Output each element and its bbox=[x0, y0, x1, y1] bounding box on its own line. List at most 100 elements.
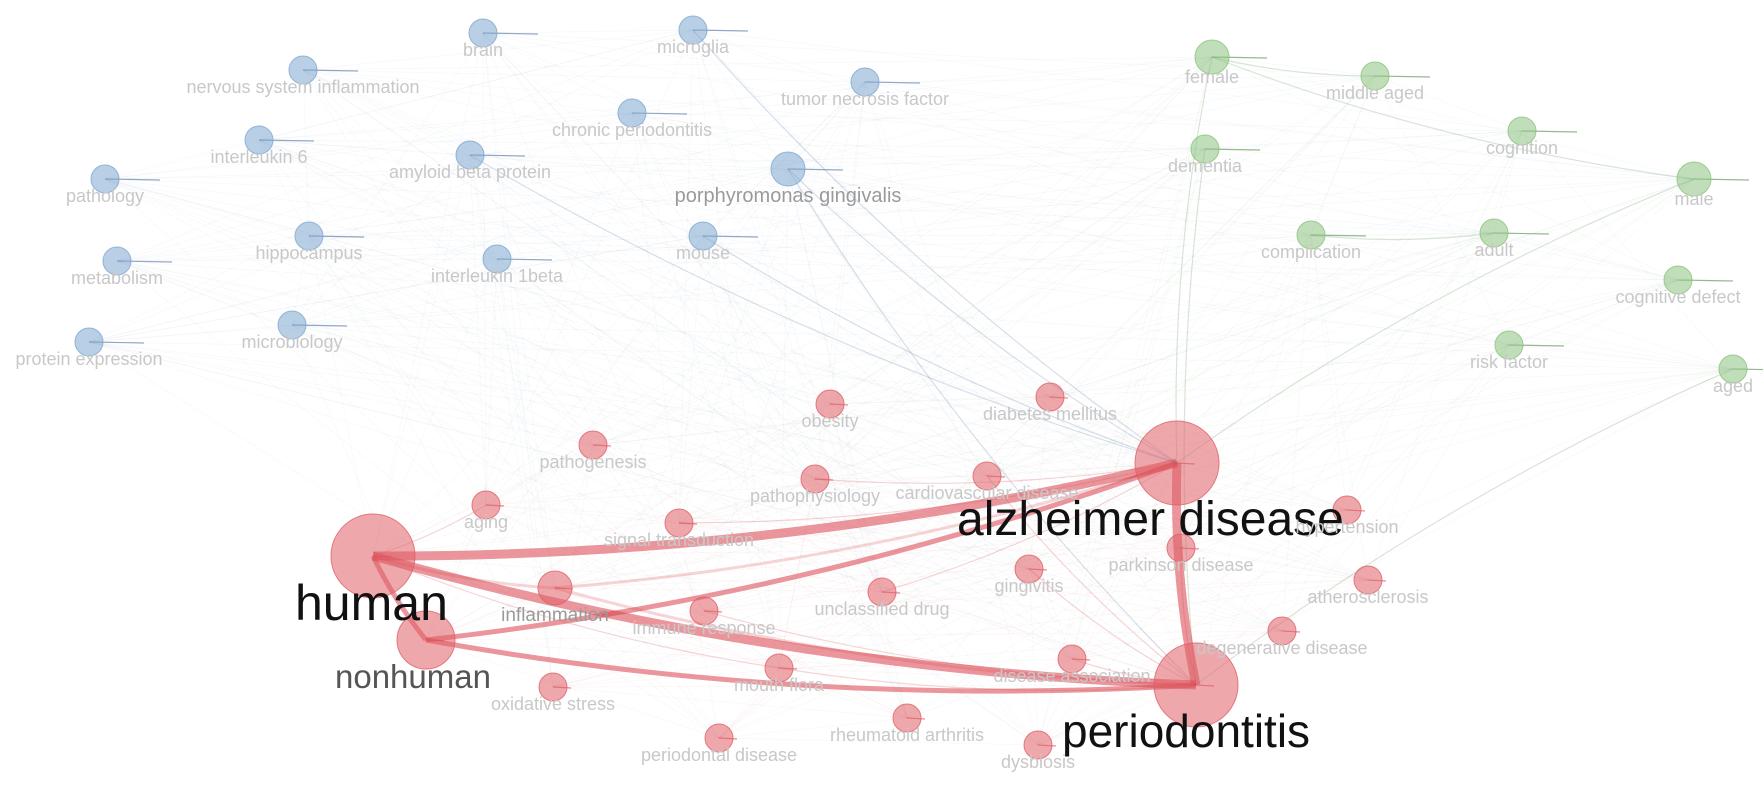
background-edge bbox=[814, 478, 883, 593]
node-mouse[interactable] bbox=[688, 221, 718, 251]
background-edge bbox=[829, 148, 1206, 405]
background-edge bbox=[1028, 547, 1182, 570]
node-cognition[interactable] bbox=[1507, 116, 1537, 146]
background-edge bbox=[291, 324, 988, 477]
node-nervous-system-inflammation[interactable] bbox=[288, 55, 318, 85]
node-complication[interactable] bbox=[1296, 220, 1326, 250]
link-female-middle-aged bbox=[1211, 56, 1376, 77]
node-middle-aged[interactable] bbox=[1360, 61, 1390, 91]
node-cardiovascular-disease[interactable] bbox=[972, 461, 1002, 491]
node-label-diabetes-mellitus: diabetes mellitus bbox=[983, 404, 1117, 424]
node-hypertension[interactable] bbox=[1332, 495, 1362, 525]
node-parkinson-disease[interactable] bbox=[1166, 533, 1196, 563]
background-edge bbox=[116, 235, 704, 262]
node-atherosclerosis[interactable] bbox=[1353, 565, 1383, 595]
link-male-alzheimer-disease bbox=[1176, 178, 1695, 464]
node-dementia[interactable] bbox=[1190, 134, 1220, 164]
background-edge bbox=[692, 29, 988, 477]
node-gingivitis[interactable] bbox=[1014, 554, 1044, 584]
node-brain[interactable] bbox=[468, 18, 498, 48]
background-edge bbox=[116, 260, 1283, 632]
node-pathology[interactable] bbox=[90, 164, 120, 194]
node-interleukin-1beta[interactable] bbox=[482, 244, 512, 274]
background-edge bbox=[552, 568, 1030, 688]
background-edge bbox=[631, 112, 908, 719]
node-microglia[interactable] bbox=[678, 15, 708, 45]
background-edge bbox=[631, 112, 1051, 398]
background-edge bbox=[1346, 344, 1510, 511]
node-label-microbiology: microbiology bbox=[241, 332, 342, 352]
node-inflammation[interactable] bbox=[537, 570, 573, 606]
node-cognitive-defect[interactable] bbox=[1663, 265, 1693, 295]
background-edge bbox=[1374, 75, 1523, 132]
node-oxidative-stress[interactable] bbox=[538, 672, 568, 702]
background-edge bbox=[814, 478, 908, 719]
background-edge bbox=[104, 178, 720, 739]
background-edge bbox=[1071, 232, 1495, 660]
node-nonhuman[interactable] bbox=[396, 610, 456, 670]
background-edge bbox=[881, 579, 1369, 593]
background-edge bbox=[372, 32, 484, 557]
node-disease-association[interactable] bbox=[1057, 644, 1087, 674]
background-edge bbox=[552, 56, 1213, 688]
node-periodontitis[interactable] bbox=[1153, 642, 1239, 728]
node-female[interactable] bbox=[1194, 39, 1230, 75]
background-edge bbox=[485, 444, 594, 506]
node-amyloid-beta-protein[interactable] bbox=[455, 140, 485, 170]
node-adult[interactable] bbox=[1479, 218, 1509, 248]
node-immune-response[interactable] bbox=[689, 596, 719, 626]
background-edge bbox=[258, 139, 1178, 464]
background-edge bbox=[692, 29, 883, 593]
background-edge bbox=[702, 235, 1051, 398]
background-edge bbox=[302, 69, 1206, 150]
node-interleukin-6[interactable] bbox=[244, 125, 274, 155]
node-diabetes-mellitus[interactable] bbox=[1035, 382, 1065, 412]
background-edge bbox=[482, 29, 694, 34]
background-edge bbox=[1211, 56, 1679, 281]
background-edge bbox=[258, 29, 694, 141]
node-porphyromonas-gingivalis[interactable] bbox=[770, 151, 806, 187]
background-edge bbox=[302, 69, 1734, 370]
node-risk-factor[interactable] bbox=[1494, 330, 1524, 360]
background-edge bbox=[302, 69, 1030, 570]
node-alzheimer-disease[interactable] bbox=[1134, 420, 1220, 506]
node-dysbiosis[interactable] bbox=[1023, 730, 1053, 760]
background-edge bbox=[678, 168, 789, 524]
background-edge bbox=[718, 475, 988, 739]
node-signal-transduction[interactable] bbox=[664, 508, 694, 538]
node-layer bbox=[74, 15, 1748, 760]
node-chronic-periodontitis[interactable] bbox=[617, 98, 647, 128]
node-pathogenesis[interactable] bbox=[578, 430, 608, 460]
node-human[interactable] bbox=[330, 513, 416, 599]
background-edge bbox=[104, 56, 1213, 180]
node-male[interactable] bbox=[1676, 161, 1712, 197]
node-mouth-flora[interactable] bbox=[764, 653, 794, 683]
node-metabolism[interactable] bbox=[102, 246, 132, 276]
background-edge bbox=[258, 139, 1283, 632]
background-edge bbox=[104, 178, 1734, 370]
background-edge bbox=[829, 396, 1051, 405]
node-tumor-necrosis-factor[interactable] bbox=[850, 67, 880, 97]
background-edge bbox=[116, 29, 694, 262]
background-edge bbox=[308, 235, 487, 506]
node-unclassified-drug[interactable] bbox=[867, 577, 897, 607]
node-label-immune-response: immune response bbox=[632, 618, 775, 638]
background-edge bbox=[906, 279, 1679, 719]
background-edge bbox=[425, 168, 789, 641]
background-edge bbox=[1037, 232, 1495, 746]
background-edge bbox=[1310, 234, 1348, 511]
background-edge bbox=[718, 591, 883, 739]
node-aging[interactable] bbox=[471, 490, 501, 520]
background-edge bbox=[692, 29, 780, 669]
node-protein-expression[interactable] bbox=[74, 327, 104, 357]
node-rheumatoid-arthritis[interactable] bbox=[892, 703, 922, 733]
node-microbiology[interactable] bbox=[277, 310, 307, 340]
node-pathophysiology[interactable] bbox=[800, 464, 830, 494]
background-edge bbox=[787, 168, 1051, 398]
node-periodontal-disease[interactable] bbox=[704, 723, 734, 753]
node-hippocampus[interactable] bbox=[294, 221, 324, 251]
node-degenerative-disease[interactable] bbox=[1267, 616, 1297, 646]
node-label-amyloid-beta-protein: amyloid beta protein bbox=[389, 162, 551, 182]
node-obesity[interactable] bbox=[815, 389, 845, 419]
node-aged[interactable] bbox=[1718, 354, 1748, 384]
